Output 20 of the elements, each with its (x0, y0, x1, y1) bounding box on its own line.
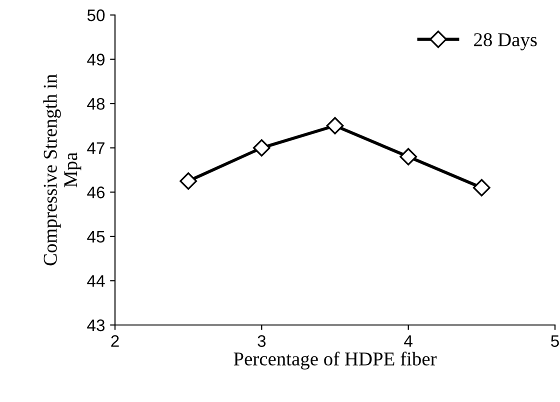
y-tick-label: 49 (87, 54, 104, 66)
legend-label: 28 Days (474, 33, 537, 50)
x-tick-label: 4 (404, 335, 412, 347)
x-tick-label: 3 (258, 335, 266, 347)
x-axis-title: Percentage of HDPE fiber (234, 352, 437, 370)
x-tick-label: 2 (111, 335, 119, 347)
y-tick-label: 47 (87, 142, 104, 154)
point (252, 139, 270, 157)
y-tick-label: 45 (87, 231, 105, 243)
y-tick-label: 44 (87, 275, 105, 287)
point (472, 179, 490, 196)
point (400, 148, 418, 166)
y-axis-title: Compressive Strength in Mpa (43, 74, 82, 266)
y-tick-label: 48 (87, 98, 105, 110)
y-tick-label: 46 (87, 186, 105, 198)
x-tick-label: 5 (551, 335, 559, 347)
y-tick-label: 43 (87, 319, 105, 332)
y-tick-label: 50 (87, 9, 105, 22)
point (326, 117, 344, 134)
point (180, 172, 198, 190)
